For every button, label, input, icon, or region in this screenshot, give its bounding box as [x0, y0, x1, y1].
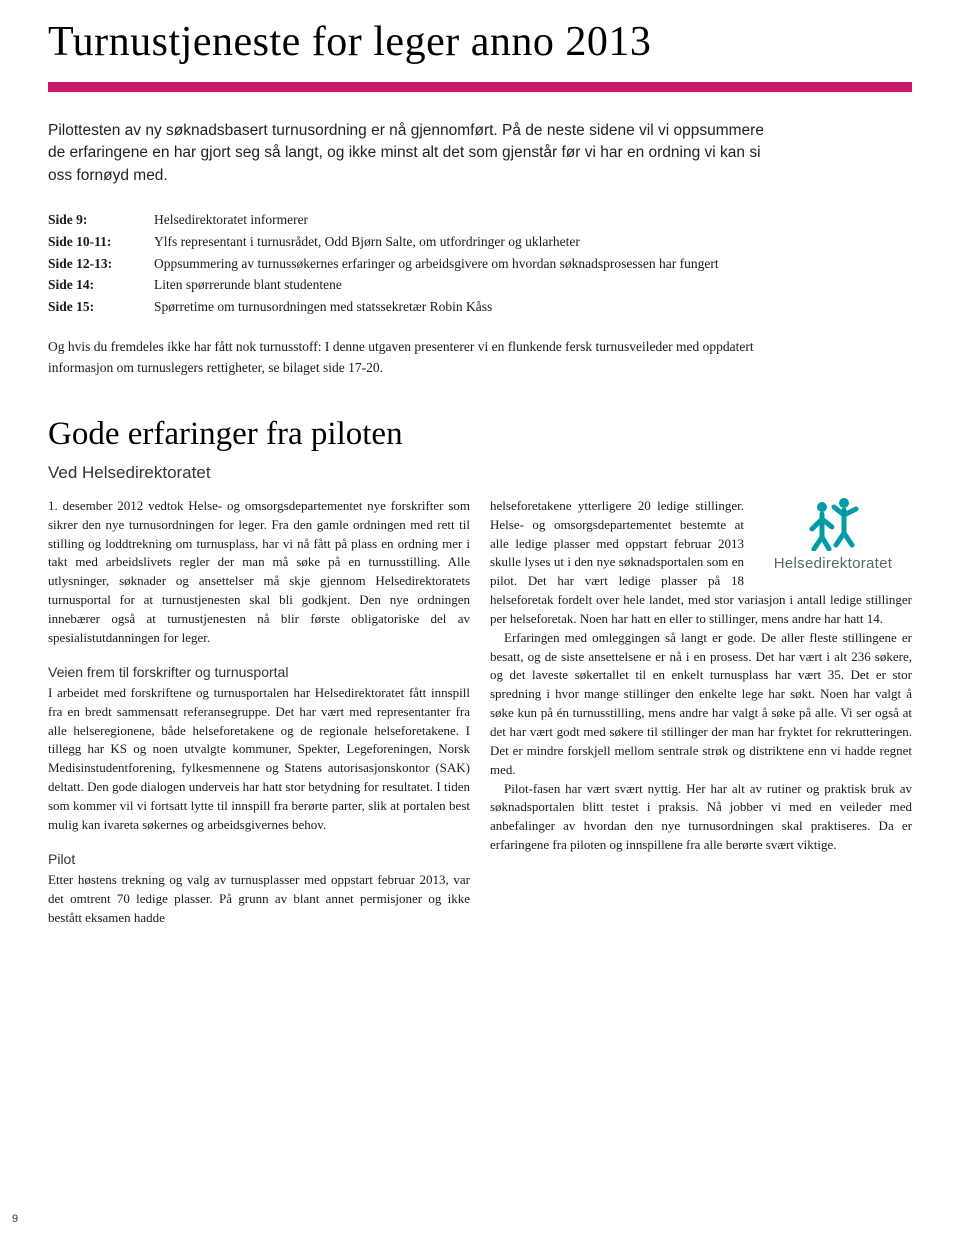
page-title: Turnustjeneste for leger anno 2013 [48, 18, 912, 66]
body-paragraph: Pilot-fasen har vært svært nyttig. Her h… [490, 780, 912, 855]
intro-paragraph: Pilottesten av ny søknadsbasert turnusor… [48, 120, 768, 187]
table-of-contents: Side 9: Helsedirektoratet informerer Sid… [48, 209, 912, 317]
people-icon [802, 497, 864, 551]
toc-page: Side 14: [48, 274, 130, 296]
toc-desc: Ylfs representant i turnusrådet, Odd Bjø… [154, 231, 580, 253]
toc-desc: Spørretime om turnusordningen med statss… [154, 296, 492, 318]
subheading: Pilot [48, 849, 470, 869]
toc-page: Side 9: [48, 209, 130, 231]
body-paragraph: 1. desember 2012 vedtok Helse- og omsorg… [48, 497, 470, 648]
body-paragraph: I arbeidet med forskriftene og turnuspor… [48, 684, 470, 835]
logo-text: Helsedirektoratet [754, 553, 912, 575]
section-title: Gode erfaringer fra piloten [48, 416, 912, 453]
toc-row: Side 12-13: Oppsummering av turnussøkern… [48, 253, 912, 275]
column-right: Helsedirektoratet helseforetakene ytterl… [490, 497, 912, 928]
byline: Ved Helsedirektoratet [48, 463, 912, 483]
toc-desc: Helsedirektoratet informerer [154, 209, 308, 231]
two-column-body: 1. desember 2012 vedtok Helse- og omsorg… [48, 497, 912, 928]
toc-page: Side 15: [48, 296, 130, 318]
title-rule [48, 82, 912, 92]
toc-page: Side 10-11: [48, 231, 130, 253]
toc-row: Side 15: Spørretime om turnusordningen m… [48, 296, 912, 318]
toc-desc: Oppsummering av turnussøkernes erfaringe… [154, 253, 719, 275]
toc-row: Side 10-11: Ylfs representant i turnusrå… [48, 231, 912, 253]
toc-row: Side 9: Helsedirektoratet informerer [48, 209, 912, 231]
body-paragraph: Erfaringen med omleggingen så langt er g… [490, 629, 912, 780]
subheading: Veien frem til forskrifter og turnusport… [48, 662, 470, 682]
toc-desc: Liten spørrerunde blant studentene [154, 274, 342, 296]
outro-paragraph: Og hvis du fremdeles ikke har fått nok t… [48, 337, 808, 378]
column-left: 1. desember 2012 vedtok Helse- og omsorg… [48, 497, 470, 928]
helsedirektoratet-logo: Helsedirektoratet [754, 497, 912, 575]
body-paragraph: Etter høstens trekning og valg av turnus… [48, 871, 470, 928]
toc-page: Side 12-13: [48, 253, 130, 275]
page-number: 9 [12, 1213, 18, 1225]
toc-row: Side 14: Liten spørrerunde blant student… [48, 274, 912, 296]
